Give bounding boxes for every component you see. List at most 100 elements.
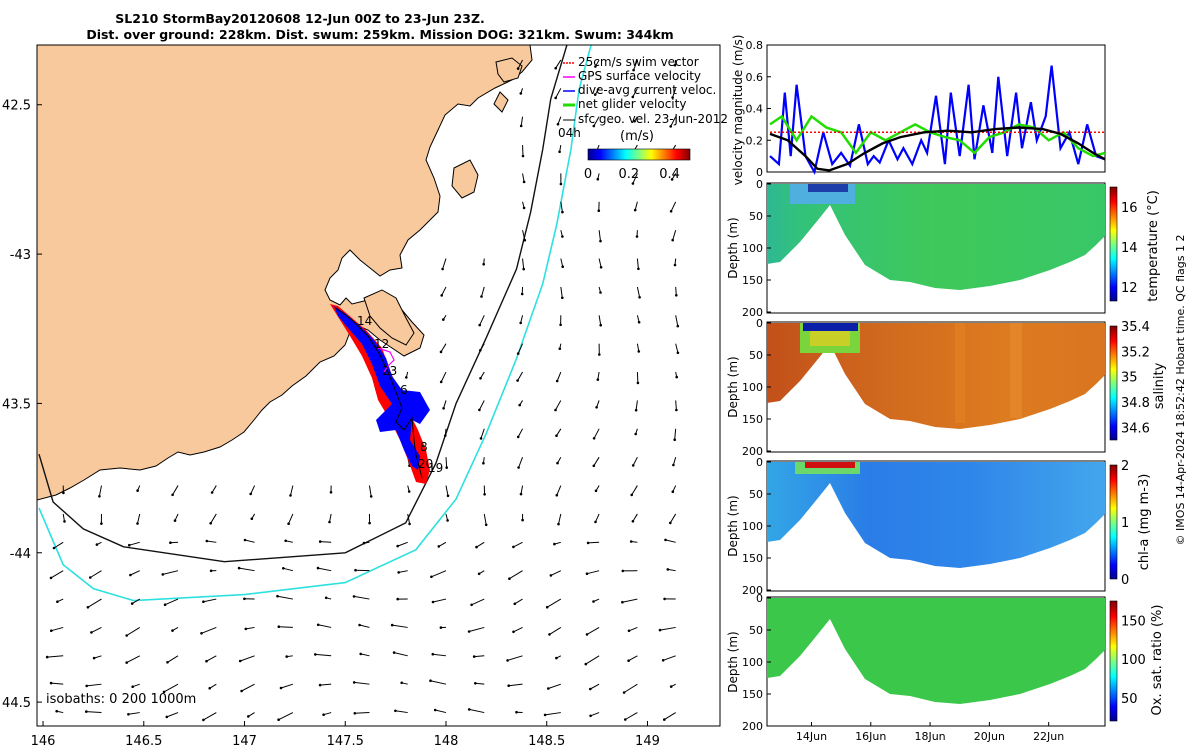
sfc-vel-arrowhead (624, 718, 627, 721)
sfc-vel-arrow (632, 88, 638, 98)
sfc-vel-arrowhead (634, 408, 638, 412)
oxygen-field (767, 598, 1105, 704)
map-ytick-label: 42.5 (2, 99, 31, 114)
colorbar-tick-label: 34.8 (1121, 396, 1150, 411)
sfc-vel-arrowhead (63, 520, 66, 523)
sfc-vel-arrowhead (661, 659, 665, 662)
depth-ytick-label: 100 (742, 242, 763, 255)
temperature-surface-dark (808, 184, 848, 192)
salinity-cb-label: salinity (1152, 362, 1167, 409)
sfc-vel-arrow (239, 567, 255, 572)
sfc-vel-arrowhead (130, 602, 134, 605)
sfc-vel-arrow (555, 88, 562, 99)
sfc-vel-arrowhead (439, 626, 443, 629)
sfc-vel-arrowhead (470, 603, 473, 607)
sfc-vel-arrow (631, 485, 638, 496)
map-ytick-label: -43 (10, 248, 31, 263)
sfc-vel-arrow (517, 371, 523, 381)
sfc-vel-arrowhead (621, 600, 624, 604)
sfc-vel-arrow (126, 627, 141, 636)
sfc-vel-arrow (672, 230, 677, 241)
sfc-vel-arrowhead (358, 623, 361, 627)
sfc-vel-arrowhead (559, 323, 562, 327)
sfc-vel-arrow (250, 485, 256, 495)
sfc-vel-arrow (445, 485, 449, 496)
map-xtick-label: 148 (434, 734, 459, 749)
sfc-vel-arrowhead (249, 492, 252, 496)
sfc-vel-arrow (430, 680, 447, 685)
sfc-vel-arrowhead (437, 545, 441, 548)
sfc-vel-arrowhead (444, 434, 447, 437)
sfc-vel-arrowhead (431, 600, 435, 604)
map-xtick-label: 146.5 (125, 734, 162, 749)
sfc-vel-arrow (555, 400, 562, 411)
sfc-vel-arrowhead (479, 349, 482, 352)
colorbar-tick-label: 50 (1121, 692, 1138, 707)
velocity-ytick-label: 0.2 (746, 134, 764, 147)
depth-ytick-label: 0 (756, 178, 763, 191)
map-frame (36, 44, 721, 727)
time-xtick-label: 18Jun (914, 730, 945, 743)
sfc-vel-arrow (211, 485, 217, 493)
sfc-vel-arrow (545, 712, 561, 716)
sfc-vel-arrowhead (512, 630, 515, 634)
sfc-vel-arrowhead (523, 238, 527, 242)
sfc-vel-arrowhead (467, 630, 471, 633)
sfc-vel-arrowhead (521, 154, 525, 158)
sfc-vel-arrowhead (429, 679, 432, 682)
depth-ytick-label: 50 (749, 349, 763, 362)
sfc-vel-arrowhead (390, 623, 394, 627)
track-label-14: 14 (357, 314, 372, 328)
sfc-vel-arrowhead (478, 408, 481, 412)
map-cb-tick-label: 0 (584, 167, 592, 182)
sfc-vel-arrowhead (478, 323, 482, 327)
sfc-vel-arrowhead (318, 683, 322, 687)
sfc-vel-arrowhead (205, 539, 209, 543)
sfc-vel-arrow (520, 116, 524, 126)
map-colorbar: (m/s) 0 0.2 0.4 (584, 129, 691, 182)
temperature-field (767, 184, 1105, 290)
sfc-vel-arrowhead (131, 685, 134, 688)
sfc-vel-arrowhead (592, 437, 596, 440)
sfc-vel-arrowhead (585, 572, 589, 575)
sfc-vel-arrow (556, 371, 562, 382)
sfc-vel-arrowhead (638, 296, 641, 299)
depth-ytick-label: 50 (749, 488, 763, 501)
sfc-vel-arrow (407, 513, 411, 524)
sfc-vel-arrowhead (353, 712, 357, 715)
map-cb-tick-label: 0.2 (618, 167, 639, 182)
colorbar-tick-label: 0 (1121, 573, 1129, 588)
time-xtick-label: 14Jun (796, 730, 827, 743)
sfc-vel-arrow (91, 626, 102, 633)
sfc-vel-arrowhead (555, 493, 559, 497)
sfc-vel-arrowhead (287, 522, 290, 525)
sfc-vel-arrowhead (397, 571, 401, 574)
sfc-vel-arrowhead (90, 631, 93, 634)
depth-ytick-label: 100 (742, 656, 763, 669)
sfc-vel-arrowhead (100, 522, 103, 525)
sfc-vel-arrowhead (675, 294, 678, 297)
track-label-19: 19 (428, 461, 443, 475)
sfc-vel-arrow (432, 598, 447, 603)
sfc-vel-arrow (474, 655, 485, 658)
sfc-vel-arrow (625, 712, 638, 720)
sfc-vel-arrowhead (202, 600, 205, 603)
sfc-vel-arrow (392, 624, 408, 628)
sfc-vel-arrow (598, 258, 602, 268)
chl-field (767, 462, 1105, 568)
sfc-vel-arrowhead (163, 603, 167, 606)
sfc-vel-arrowhead (549, 574, 553, 577)
sfc-vel-arrowhead (557, 522, 560, 526)
sfc-vel-arrowhead (282, 567, 285, 570)
depth-ytick-label: 150 (742, 274, 763, 287)
sfc-vel-arrowhead (394, 709, 397, 713)
sfc-vel-arrowhead (669, 125, 672, 128)
sfc-vel-arrowhead (630, 493, 633, 497)
isobath-label: isobaths: 0 200 1000m (46, 692, 196, 707)
sfc-vel-arrowhead (289, 494, 292, 497)
sfc-vel-arrow (393, 652, 408, 657)
sfc-vel-arrow (522, 230, 526, 241)
sfc-vel-arrowhead (666, 568, 670, 571)
sfc-vel-arrow (633, 59, 638, 71)
sfc-vel-arrowhead (506, 659, 509, 662)
